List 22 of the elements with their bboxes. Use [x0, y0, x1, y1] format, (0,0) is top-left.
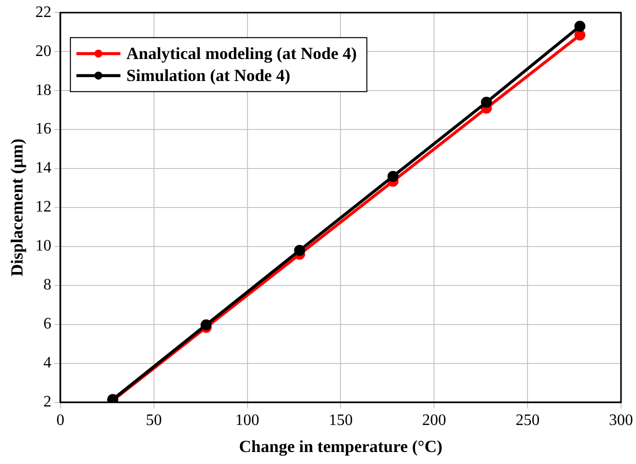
x-tick-label: 200 — [422, 412, 446, 430]
x-tick-label: 300 — [609, 412, 633, 430]
x-tick-label: 250 — [516, 412, 540, 430]
y-tick-label: 18 — [35, 82, 52, 99]
y-tick-label: 6 — [43, 316, 52, 333]
x-tick-label: 100 — [235, 412, 260, 430]
y-tick-label: 14 — [35, 160, 52, 177]
y-tick-label: 4 — [43, 354, 52, 372]
x-tick-label: 150 — [328, 412, 353, 430]
x-tick-label: 50 — [146, 412, 162, 430]
y-tick-label: 2 — [43, 394, 52, 411]
y-tick-label: 8 — [43, 276, 52, 294]
y-tick-label: 12 — [35, 198, 52, 216]
y-tick-label: 22 — [35, 4, 52, 21]
x-tick-label: 0 — [56, 412, 64, 430]
legend-label: Analytical modeling (at Node 4) — [126, 44, 357, 63]
y-tick-label: 16 — [35, 120, 52, 138]
legend-label: Simulation (at Node 4) — [126, 66, 290, 85]
y-axis-title: Displacement (µm) — [8, 138, 27, 276]
y-tick-label: 10 — [35, 238, 52, 255]
y-tick-label: 20 — [35, 42, 52, 60]
x-axis-title: Change in temperature (°C) — [239, 437, 442, 456]
